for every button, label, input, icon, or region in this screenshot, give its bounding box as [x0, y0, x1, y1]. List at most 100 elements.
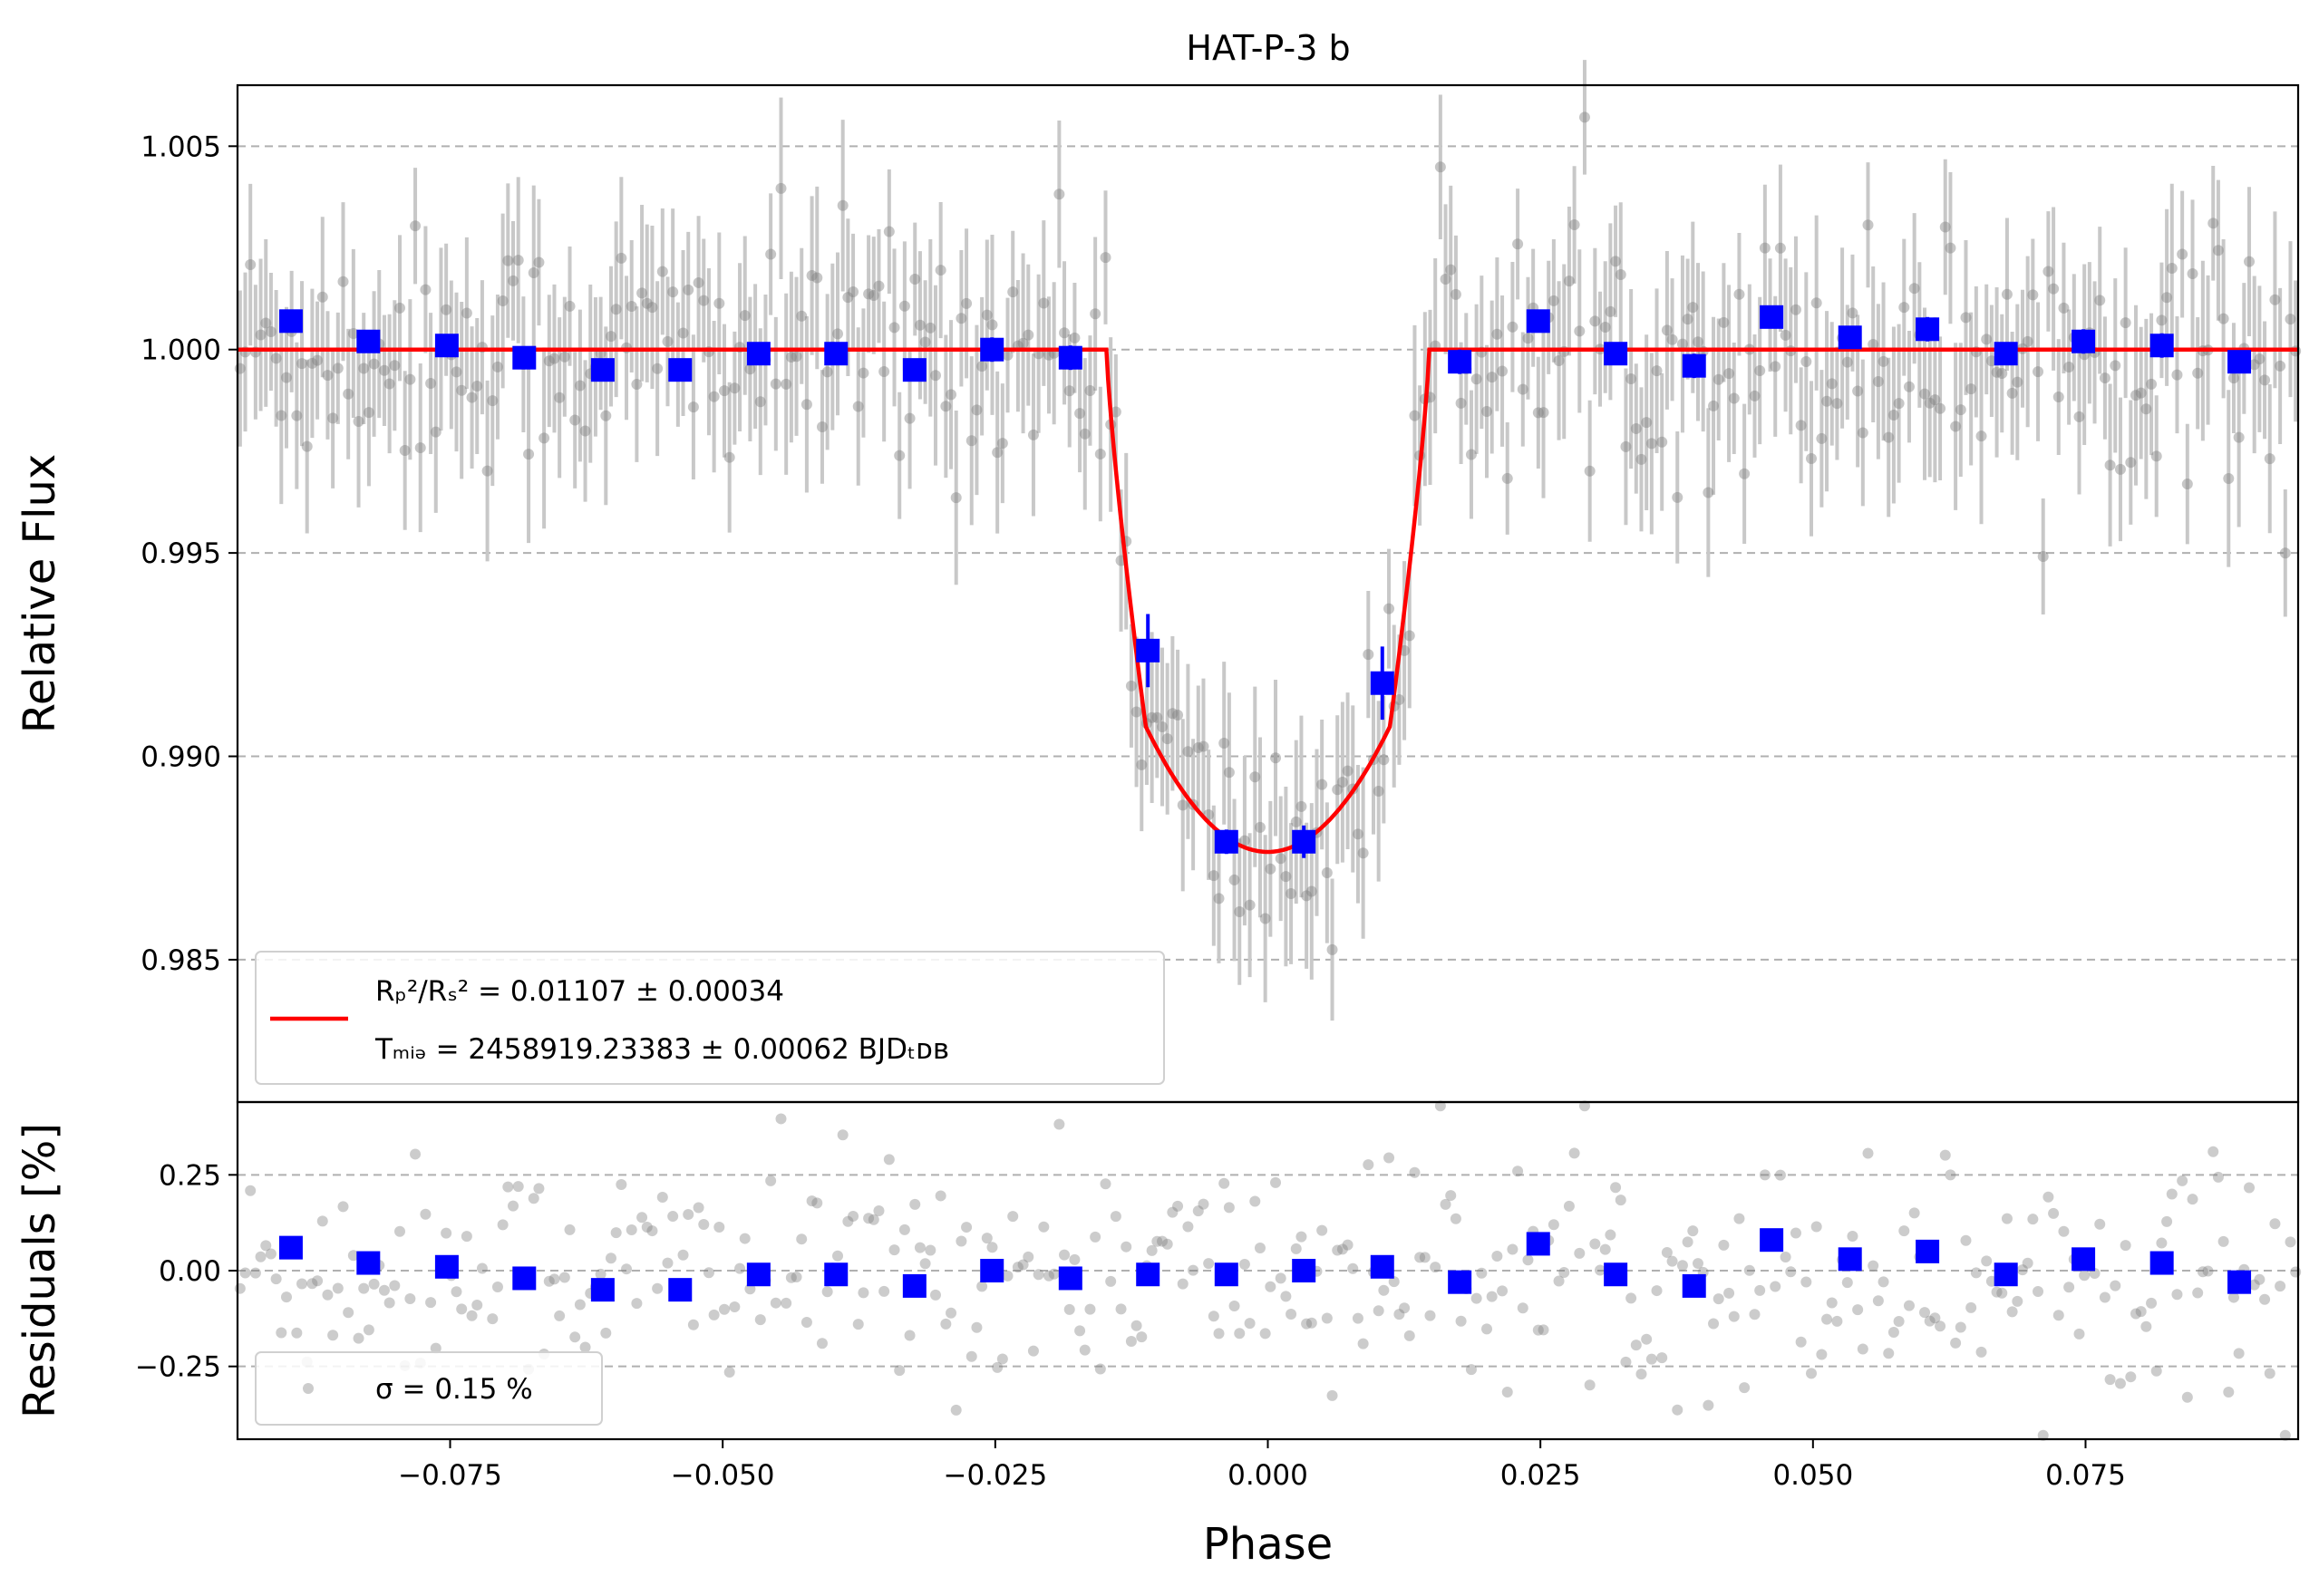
residual-raw-point: [2120, 1240, 2131, 1252]
flux-axes-frame: [236, 83, 2300, 1104]
raw-point: [1280, 871, 1292, 883]
residual-raw-point: [1491, 1251, 1503, 1262]
residual-raw-point: [1259, 1328, 1271, 1340]
residual-raw-point: [1234, 1328, 1246, 1340]
residual-raw-point: [343, 1307, 354, 1319]
raw-point: [1172, 709, 1184, 721]
raw-point: [1434, 161, 1446, 173]
raw-point: [312, 354, 324, 366]
residual-raw-point: [1130, 1320, 1142, 1331]
raw-point: [2001, 288, 2013, 300]
x-ticks: −0.075 −0.050 −0.025 0.000 0.025 0.050 0.075: [398, 1439, 2126, 1492]
residual-raw-point: [662, 1257, 674, 1269]
residual-raw-point: [863, 1213, 875, 1224]
residual-raw-point: [1785, 1266, 1797, 1278]
binned-point: [1214, 829, 1238, 854]
residual-binned-point: [1682, 1273, 1706, 1298]
residual-raw-point: [425, 1297, 437, 1309]
residual-raw-point: [569, 1331, 581, 1343]
raw-point: [616, 252, 627, 264]
raw-point: [1522, 333, 1534, 344]
raw-point: [1887, 409, 1899, 421]
raw-point: [1305, 885, 1317, 897]
residual-raw-point: [1713, 1293, 1724, 1305]
residual-raw-point: [2275, 1281, 2286, 1292]
residual-raw-point: [1203, 1258, 1215, 1270]
residual-raw-point: [1991, 1286, 2003, 1298]
residual-raw-point: [2212, 1171, 2224, 1183]
raw-point: [1635, 453, 1647, 465]
residual-raw-point: [1409, 1166, 1421, 1178]
residual-binned-point: [902, 1273, 927, 1298]
residual-raw-point: [1780, 1252, 1791, 1263]
raw-point: [785, 351, 797, 363]
residual-raw-point: [404, 1293, 416, 1305]
residual-raw-point: [337, 1201, 349, 1213]
raw-point: [383, 378, 395, 390]
residual-raw-point: [461, 1231, 472, 1243]
residual-raw-point: [487, 1313, 499, 1325]
residual-raw-point: [2181, 1391, 2193, 1403]
residual-raw-point: [2006, 1306, 2018, 1318]
residual-raw-point: [2052, 1310, 2064, 1321]
raw-point: [992, 447, 1004, 459]
residual-raw-point: [1759, 1169, 1771, 1181]
residual-binned-point: [512, 1266, 537, 1291]
residual-raw-point: [2290, 1266, 2302, 1278]
raw-point: [929, 370, 941, 382]
raw-point: [2033, 366, 2044, 378]
residual-raw-point: [1887, 1327, 1899, 1339]
residual-binned-point: [1838, 1247, 1862, 1272]
raw-point: [2012, 376, 2023, 388]
residual-raw-point: [1198, 1198, 1209, 1210]
raw-point: [1574, 325, 1586, 337]
flux-gridlines: [238, 145, 2298, 961]
residual-binned-point: [1448, 1270, 1472, 1294]
raw-point: [1965, 383, 1977, 395]
residual-raw-point: [543, 1275, 555, 1287]
raw-point: [883, 226, 895, 237]
raw-point: [441, 304, 452, 315]
raw-point: [569, 414, 581, 426]
x-tick-label: 0.000: [1227, 1459, 1308, 1492]
residual-raw-point: [2254, 1273, 2266, 1285]
raw-point: [1908, 283, 1920, 295]
residual-raw-point: [1733, 1213, 1745, 1224]
residual-raw-point: [1373, 1305, 1384, 1317]
raw-point: [280, 372, 292, 383]
residual-raw-point: [1501, 1386, 1513, 1398]
raw-point: [1816, 432, 1828, 444]
residual-raw-point: [806, 1195, 818, 1207]
raw-point: [1754, 364, 1766, 376]
residuals-panel: −0.25 0.00 0.25 −0.075 −0.050 −0.025 0.000 0.0…: [15, 1100, 2302, 1570]
residual-raw-point: [775, 1113, 787, 1125]
residual-raw-point: [1605, 1229, 1616, 1241]
residual-raw-point: [739, 1233, 751, 1244]
residual-raw-point: [1286, 1309, 1297, 1320]
residual-raw-point: [1399, 1302, 1411, 1314]
residual-raw-point: [873, 1204, 885, 1216]
residual-raw-point: [574, 1299, 586, 1311]
residual-raw-point: [2042, 1191, 2054, 1203]
residual-raw-point: [1002, 1270, 1014, 1282]
raw-point: [523, 449, 535, 460]
residual-raw-point: [502, 1181, 514, 1193]
residuals-legend: σ = 0.15 %: [255, 1351, 603, 1426]
raw-point: [2073, 411, 2085, 422]
residual-raw-point: [919, 1258, 931, 1270]
residual-raw-point: [1445, 1190, 1457, 1202]
residual-raw-point: [296, 1278, 308, 1290]
raw-point: [1878, 355, 1889, 367]
residual-raw-point: [2227, 1291, 2239, 1303]
residual-raw-point: [2001, 1213, 2013, 1224]
raw-point: [1079, 428, 1091, 440]
residual-raw-point: [600, 1327, 612, 1339]
residual-raw-point: [800, 1317, 812, 1329]
residual-raw-point: [2264, 1368, 2275, 1379]
residual-raw-point: [1336, 1243, 1348, 1255]
raw-point: [806, 270, 818, 282]
raw-point: [1275, 853, 1286, 865]
residual-raw-point: [832, 1250, 844, 1262]
raw-point: [1991, 366, 2003, 378]
